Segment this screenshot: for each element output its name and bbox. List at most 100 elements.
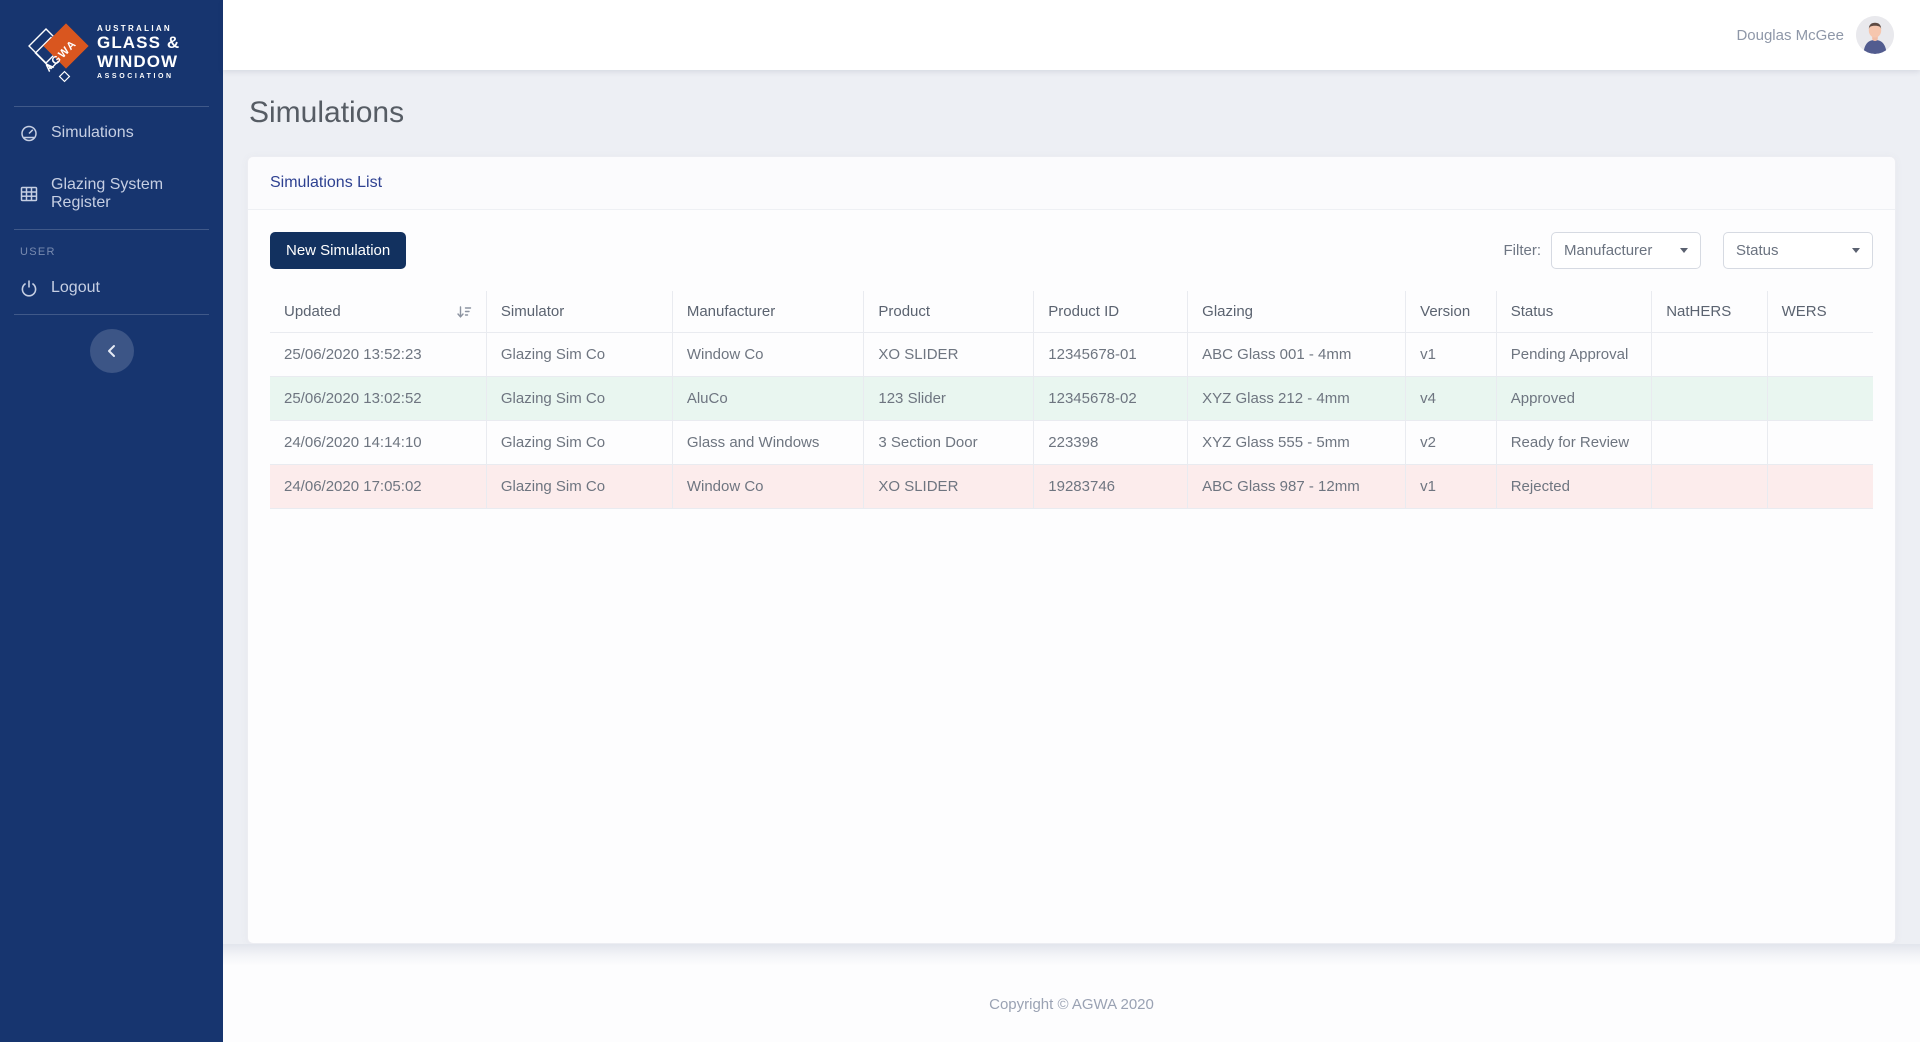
sort-amount-down-icon[interactable] [456,305,472,319]
cell-wers [1766,464,1873,509]
status-filter-value: Status [1736,242,1779,259]
cell-product: 3 Section Door [863,420,1034,465]
sidebar-item-simulations[interactable]: Simulations [0,107,223,159]
brand-wordmark: AUSTRALIAN GLASS & WINDOW ASSOCIATION [97,24,180,80]
cell-product_id: 12345678-02 [1033,376,1188,421]
cell-glazing: XYZ Glass 212 - 4mm [1187,376,1406,421]
cell-status: Rejected [1495,464,1652,509]
cell-manufacturer: AluCo [671,376,864,421]
cell-product_id: 12345678-01 [1033,332,1188,377]
sidebar-item-label: Logout [51,279,100,296]
cell-manufacturer: Glass and Windows [671,420,864,465]
brand-line-3: WINDOW [97,52,179,71]
table-row[interactable]: 24/06/2020 14:14:10 Glazing Sim Co Glass a… [270,420,1873,465]
status-filter-select[interactable]: Status [1723,232,1873,269]
table-header-row: Updated [270,291,1873,333]
topbar: Douglas McGee [223,0,1920,70]
cell-version: v4 [1405,376,1497,421]
cell-nathers [1651,376,1768,421]
cell-glazing: ABC Glass 001 - 4mm [1187,332,1406,377]
sidebar: AGWA AUSTRALIAN GLASS & WINDOW ASSOCIATI… [0,0,223,1042]
footer: Copyright © AGWA 2020 [223,966,1920,1042]
cell-version: v2 [1405,420,1497,465]
cell-manufacturer: Window Co [671,464,864,509]
brand-line-1: AUSTRALIAN [97,23,172,33]
cell-glazing: XYZ Glass 555 - 5mm [1187,420,1406,465]
cell-updated: 25/06/2020 13:52:23 [270,332,487,377]
cell-product: 123 Slider [863,376,1034,421]
simulations-table: Updated [270,291,1873,509]
brand-line-4: ASSOCIATION [97,73,174,81]
main-area: Douglas McGee Simulations Simulations L [223,0,1920,1042]
cell-nathers [1651,332,1768,377]
card-body: New Simulation Filter: Manufacturer Stat… [248,210,1895,531]
cell-simulator: Glazing Sim Co [485,332,673,377]
brand-line-2: GLASS & [97,32,181,52]
caret-down-icon [1680,248,1688,253]
cell-product_id: 19283746 [1033,464,1188,509]
cell-updated: 24/06/2020 14:14:10 [270,420,487,465]
sidebar-section-user: USER [20,246,56,258]
new-simulation-button[interactable]: New Simulation [270,232,407,269]
toolbar: New Simulation Filter: Manufacturer Stat… [270,232,1873,269]
cell-product: XO SLIDER [863,464,1034,509]
cell-glazing: ABC Glass 987 - 12mm [1187,464,1406,509]
table-row[interactable]: 24/06/2020 17:05:02 Glazing Sim Co Window … [270,464,1873,509]
cell-updated: 24/06/2020 17:05:02 [270,464,487,509]
column-header-simulator: Simulator [485,291,673,333]
cell-product: XO SLIDER [863,332,1034,377]
column-header-version: Version [1405,291,1497,333]
filters: Filter: Manufacturer Status [1503,232,1873,269]
sidebar-item-logout[interactable]: Logout [0,262,223,314]
column-header-product-id: Product ID [1033,291,1188,333]
cell-wers [1766,420,1873,465]
tachometer-icon [20,124,38,142]
cell-wers [1766,332,1873,377]
sidebar-collapse-button[interactable] [89,329,134,373]
table-row[interactable]: 25/06/2020 13:52:23 Glazing Sim Co Window … [270,332,1873,377]
brand-logo: AGWA AUSTRALIAN GLASS & WINDOW ASSOCIATI… [0,0,223,106]
divider [14,106,209,107]
column-header-nathers: NatHERS [1651,291,1768,333]
cell-simulator: Glazing Sim Co [485,376,673,421]
column-header-glazing: Glazing [1187,291,1406,333]
caret-down-icon [1852,248,1860,253]
cell-version: v1 [1405,464,1497,509]
sidebar-item-label: Glazing System Register [51,176,164,211]
content: Simulations Simulations List New Simulat… [223,70,1920,944]
cell-manufacturer: Window Co [671,332,864,377]
cell-nathers [1651,464,1768,509]
table-row[interactable]: 25/06/2020 13:02:52 Glazing Sim Co AluCo 12… [270,376,1873,421]
filter-label: Filter: [1503,242,1542,259]
page-title: Simulations [249,96,405,129]
cell-wers [1766,376,1873,421]
user-avatar[interactable] [1856,16,1894,54]
cell-status: Pending Approval [1495,332,1652,377]
sidebar-item-glazing-system-register[interactable]: Glazing System Register [0,159,223,229]
manufacturer-filter-value: Manufacturer [1564,242,1653,259]
cell-status: Ready for Review [1495,420,1652,465]
power-icon [20,279,38,297]
cell-simulator: Glazing Sim Co [485,420,673,465]
column-header-updated[interactable]: Updated [270,291,487,333]
card-header: Simulations List [248,157,1895,210]
copyright-text: Copyright © AGWA 2020 [989,995,1154,1013]
cell-status: Approved [1495,376,1652,421]
cell-updated: 25/06/2020 13:02:52 [270,376,487,421]
content-fade [223,944,1920,966]
cell-nathers [1651,420,1768,465]
table-icon [20,185,38,203]
sidebar-item-label: Simulations [51,124,134,141]
cell-simulator: Glazing Sim Co [485,464,673,509]
column-header-product: Product [863,291,1034,333]
column-header-status: Status [1495,291,1652,333]
divider [14,229,209,230]
manufacturer-filter-select[interactable]: Manufacturer [1551,232,1701,269]
divider [14,314,209,315]
column-header-wers: WERS [1766,291,1873,333]
cell-version: v1 [1405,332,1497,377]
simulations-card: Simulations List New Simulation Filter: … [247,156,1896,944]
user-name: Douglas McGee [1736,26,1844,44]
chevron-left-icon [103,342,121,360]
